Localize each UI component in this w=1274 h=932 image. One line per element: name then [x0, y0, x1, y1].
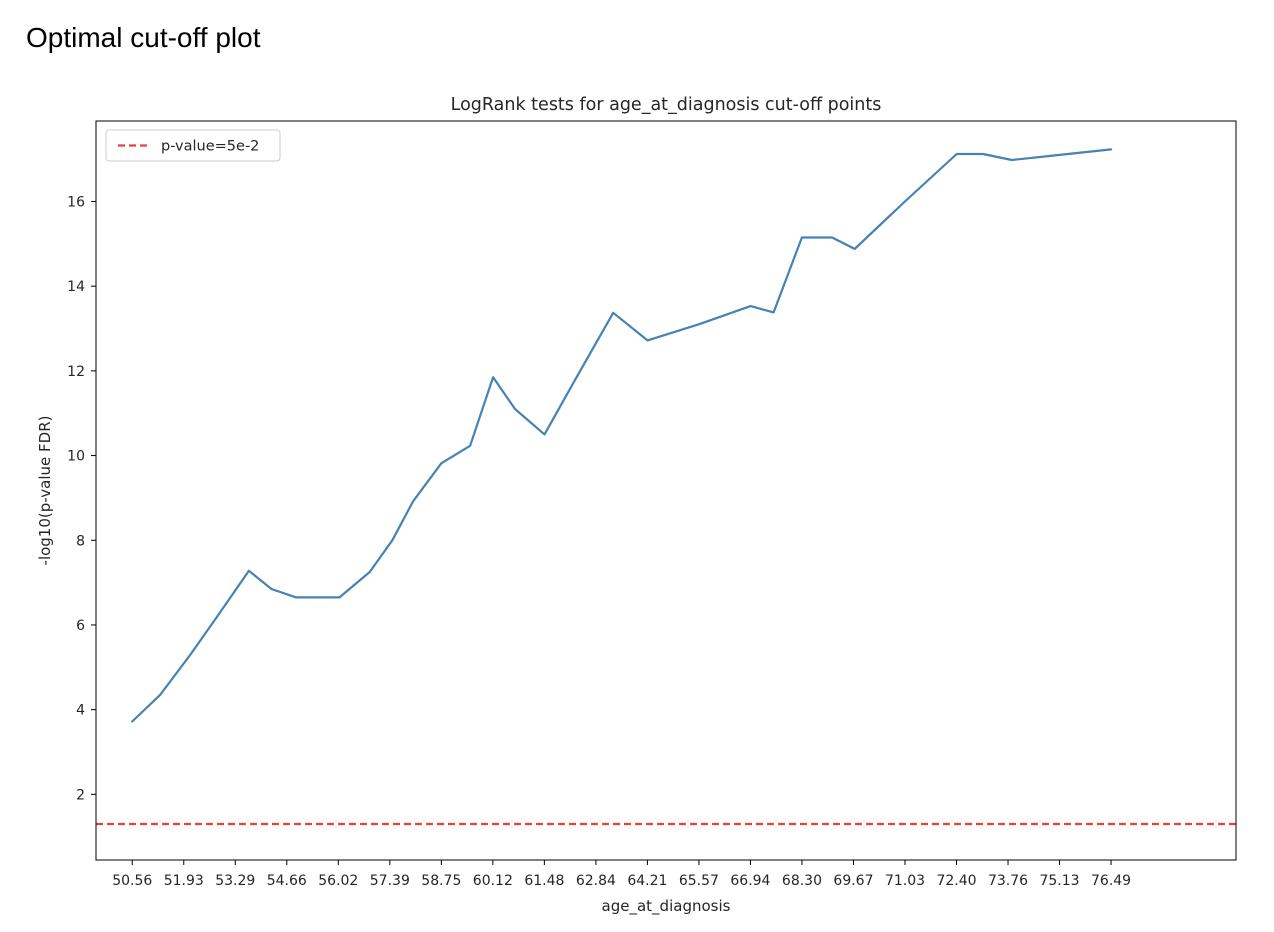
x-tick-label: 62.84	[576, 873, 616, 889]
x-tick-label: 54.66	[267, 873, 307, 889]
axes: 50.56 51.93 53.29 54.66 56.02 57.39 58.75 60.12…	[67, 120, 1237, 889]
y-tick-label: 14	[67, 279, 85, 295]
x-tick-label: 71.03	[885, 873, 925, 889]
x-tick-label: 61.48	[524, 873, 564, 889]
series-layer	[131, 148, 1113, 723]
plot-frame	[95, 120, 1237, 861]
x-tick-label: 51.93	[164, 873, 204, 889]
y-tick-label: 6	[76, 618, 85, 634]
y-tick-label: 4	[76, 703, 85, 719]
x-tick-label: 75.13	[1039, 873, 1079, 889]
x-tick-label: 65.57	[679, 873, 719, 889]
legend-box	[105, 129, 281, 162]
x-tick-label: 57.39	[370, 873, 410, 889]
x-tick-label: 58.75	[421, 873, 461, 889]
x-axis-label: age_at_diagnosis	[602, 897, 731, 916]
plot-area	[96, 121, 1236, 860]
x-tick-label: 73.76	[988, 873, 1028, 889]
x-tick-label: 60.12	[473, 873, 513, 889]
page-title: Optimal cut-off plot	[26, 22, 261, 53]
legend: p-value=5e-2	[105, 129, 281, 162]
y-tick-label: 12	[67, 364, 85, 380]
x-tick-label: 69.67	[833, 873, 873, 889]
legend-label: p-value=5e-2	[161, 139, 259, 155]
x-tick-label: 50.56	[112, 873, 152, 889]
x-tick-label: 76.49	[1091, 873, 1131, 889]
x-tick-label: 68.30	[782, 873, 822, 889]
y-tick-label: 2	[76, 787, 85, 803]
x-tick-label: 66.94	[730, 873, 770, 889]
x-tick-label: 64.21	[627, 873, 667, 889]
y-axis-label: -log10(p-value FDR)	[36, 416, 54, 566]
x-tick-label: 72.40	[936, 873, 976, 889]
series-line-0	[131, 148, 1113, 723]
chart-title: LogRank tests for age_at_diagnosis cut-o…	[451, 95, 882, 115]
x-tick-label: 56.02	[318, 873, 358, 889]
x-tick-label: 53.29	[215, 873, 255, 889]
y-tick-label: 16	[67, 194, 85, 210]
y-tick-label: 10	[67, 449, 85, 465]
plot-background	[96, 121, 1236, 860]
y-tick-label: 8	[76, 533, 85, 549]
